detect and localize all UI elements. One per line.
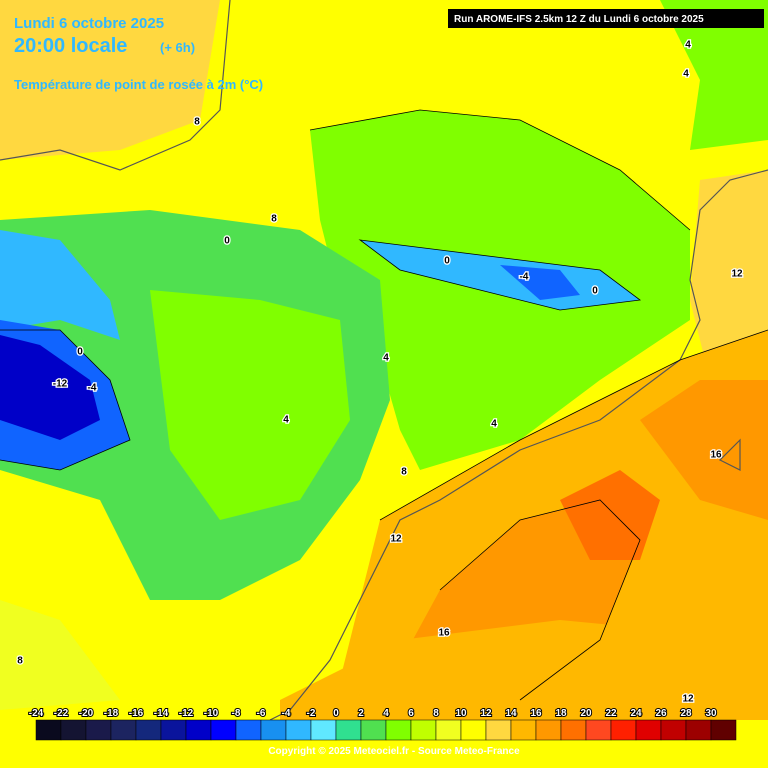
legend-tick-label: -12	[179, 708, 194, 719]
legend-swatch	[535, 719, 562, 741]
legend-tick-label: -16	[129, 708, 144, 719]
legend-swatch	[35, 719, 62, 741]
legend: -24 -22 -20 -18 -16 -14 -12 -10 -8 -6 -4 -2 0 2 4 6 8 10 1…	[28, 707, 737, 741]
legend-tick-label: 12	[480, 708, 492, 719]
contour-label: 4	[283, 415, 289, 426]
legend-swatch	[610, 719, 637, 741]
legend-swatch	[285, 719, 312, 741]
header: Lundi 6 octobre 2025 20:00 locale (+ 6h)…	[14, 9, 764, 92]
legend-tick-label: 8	[433, 708, 439, 719]
legend-tick-label: 24	[630, 708, 642, 719]
legend-tick-label: -6	[257, 708, 266, 719]
legend-swatch	[60, 719, 87, 741]
contour-label: 16	[710, 450, 722, 461]
legend-swatch	[360, 719, 387, 741]
contour-label: 4	[383, 353, 389, 364]
legend-tick-label: 4	[383, 708, 389, 719]
legend-swatch	[210, 719, 237, 741]
legend-tick-label: -4	[282, 708, 291, 719]
legend-swatch	[185, 719, 212, 741]
contour-label: 12	[390, 534, 402, 545]
contour-label: 0	[444, 256, 450, 267]
legend-tick-label: 2	[358, 708, 364, 719]
legend-swatch	[485, 719, 512, 741]
legend-swatch	[460, 719, 487, 741]
contour-label: 12	[682, 694, 694, 705]
legend-swatch	[260, 719, 287, 741]
legend-swatch	[160, 719, 187, 741]
legend-tick-label: 16	[530, 708, 542, 719]
contour-label: 0	[77, 347, 83, 358]
contours	[0, 109, 768, 701]
legend-tick-label: 20	[580, 708, 592, 719]
legend-swatch	[560, 719, 587, 741]
legend-swatch	[110, 719, 137, 741]
legend-tick-label: 0	[333, 708, 339, 719]
contour-labels: 8 8 0 0 -4 0 12 4 4 0 -12 -4 4 4 4 16 8 12 16 8 12	[16, 38, 744, 706]
legend-swatch	[85, 719, 112, 741]
legend-tick-label: 28	[680, 708, 692, 719]
contour-label: 12	[731, 269, 743, 280]
legend-tick-label: -2	[307, 708, 316, 719]
legend-tick-label: -8	[232, 708, 241, 719]
run-box	[448, 9, 764, 28]
contour-label: 16	[438, 628, 450, 639]
legend-tick-label: -22	[54, 708, 69, 719]
legend-tick-label: 18	[555, 708, 567, 719]
legend-swatch	[685, 719, 712, 741]
legend-swatch	[435, 719, 462, 741]
contour-label: 8	[401, 467, 407, 478]
run: Run AROME-IFS 2.5km 12 Z du Lundi 6 octo…	[454, 14, 704, 25]
legend-tick-label: -14	[154, 708, 169, 719]
contour-label: 0	[224, 236, 230, 247]
legend-tick-label: -10	[204, 708, 219, 719]
time: 20:00 locale	[14, 35, 127, 57]
contour-label: 8	[271, 214, 277, 225]
legend-swatch	[335, 719, 362, 741]
legend-swatch	[660, 719, 687, 741]
coastlines	[0, 0, 768, 721]
contour-label: -4	[88, 383, 97, 394]
legend-swatch	[410, 719, 437, 741]
contour-label: 4	[491, 419, 497, 430]
legend-tick-label: 6	[408, 708, 414, 719]
legend-tick-label: -20	[79, 708, 94, 719]
legend-swatch	[635, 719, 662, 741]
legend-swatch	[585, 719, 612, 741]
date: Lundi 6 octobre 2025	[14, 15, 164, 32]
legend-tick-label: 22	[605, 708, 617, 719]
contour-label: 8	[194, 117, 200, 128]
legend-swatch	[510, 719, 537, 741]
legend-tick-label: 26	[655, 708, 667, 719]
contour-label: -4	[520, 272, 529, 283]
contour-label: 0	[592, 286, 598, 297]
legend-tick-label: -24	[29, 708, 44, 719]
legend-tick-label: 14	[505, 708, 517, 719]
legend-tick-label: 30	[705, 708, 717, 719]
legend-swatch	[235, 719, 262, 741]
legend-tick-label: -18	[104, 708, 119, 719]
legend-tick-label: 10	[455, 708, 467, 719]
contour-label: -12	[53, 379, 68, 390]
parameter: Température de point de rosée à 2m (°C)	[14, 77, 263, 92]
legend-swatch	[310, 719, 337, 741]
legend-swatch	[710, 719, 737, 741]
legend-swatch	[135, 719, 162, 741]
legend-swatch	[385, 719, 412, 741]
offset: (+ 6h)	[160, 40, 195, 55]
contour-label: 4	[683, 69, 689, 80]
copyright: Copyright © 2025 Meteociel.fr - Source M…	[268, 746, 520, 757]
contour-label: 8	[17, 656, 23, 667]
contour-label: 4	[685, 40, 691, 51]
